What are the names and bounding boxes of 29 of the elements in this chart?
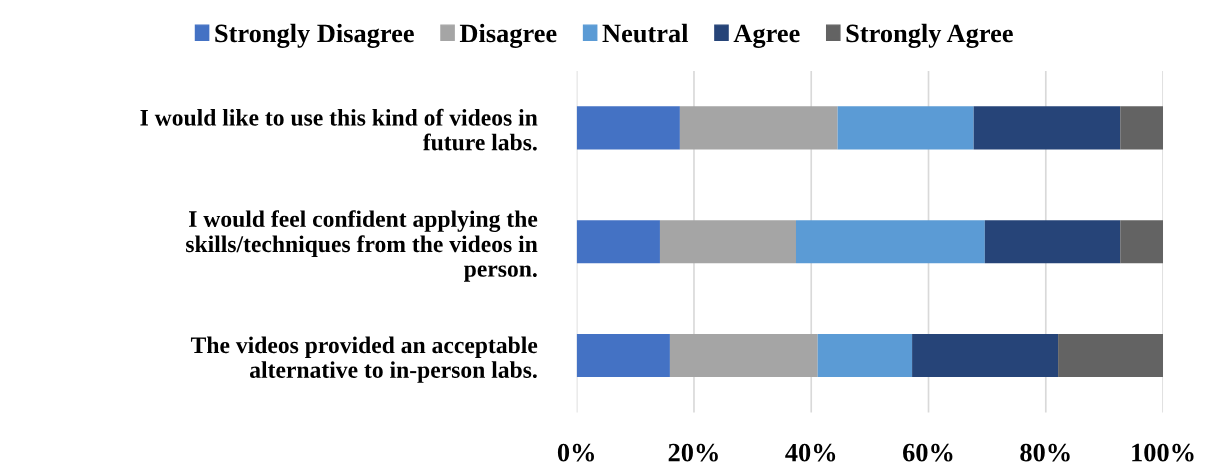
legend-label: Neutral xyxy=(602,23,689,43)
y-tick-label: I would like to use this kind of videos in future labs. xyxy=(140,108,538,151)
bar xyxy=(576,333,670,378)
bar xyxy=(679,106,838,150)
legend-label: Disagree xyxy=(459,23,557,48)
bar xyxy=(669,333,818,378)
x-tick-label: 20% xyxy=(668,443,718,462)
x-tick-label: 0% xyxy=(557,443,595,462)
bar xyxy=(1120,220,1164,264)
y-tick-label: The videos provided an acceptable alternative to in-person labs. xyxy=(190,336,538,383)
bar xyxy=(984,220,1121,264)
x-tick-label: 100% xyxy=(1132,443,1194,462)
bar xyxy=(912,333,1059,378)
bar xyxy=(795,220,985,264)
x-tick-label: 60% xyxy=(903,443,953,462)
x-tick-label: 80% xyxy=(1020,443,1070,462)
legend-label: Strongly Agree xyxy=(846,23,1013,48)
bar xyxy=(576,106,680,150)
legend-label: Strongly Disagree xyxy=(215,23,414,48)
bar xyxy=(1058,333,1164,378)
bar xyxy=(837,106,974,150)
y-tick-label: I would feel confident applying the skills/techniques from the videos in person. xyxy=(186,210,538,282)
bar xyxy=(1120,106,1164,150)
x-tick-label: 40% xyxy=(785,443,836,462)
bar xyxy=(659,220,796,264)
bar xyxy=(576,220,660,264)
legend-label: Agree xyxy=(733,24,800,48)
bar xyxy=(817,333,913,378)
bar xyxy=(973,106,1121,150)
